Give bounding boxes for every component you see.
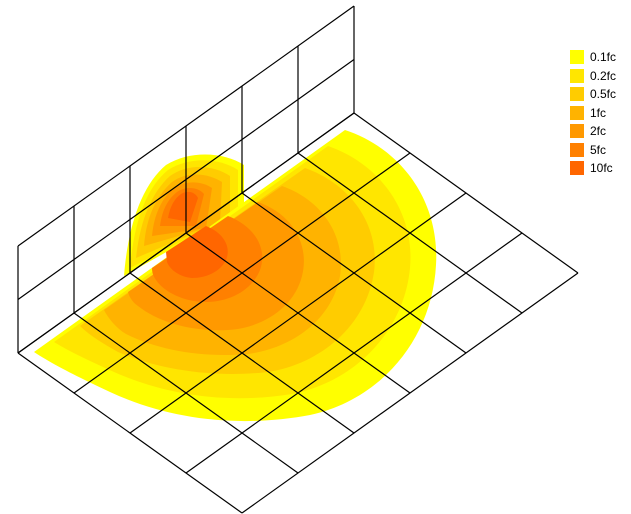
floor-line-away-from-wall: [73, 312, 299, 474]
wall-horizontal-line: [17, 59, 355, 300]
legend: 0.1fc 0.2fc 0.5fc 1fc 2fc 5fc 10fc: [570, 48, 630, 178]
wall-horizontal-line: [17, 5, 355, 247]
legend-label: 0.2fc: [590, 68, 617, 83]
legend-label: 0.5fc: [590, 87, 617, 102]
legend-label: 5fc: [590, 142, 607, 157]
floor-line-away-from-wall: [353, 112, 579, 274]
legend-swatch: [570, 50, 584, 65]
floor-line-away-from-wall: [241, 192, 467, 354]
legend-swatch: [570, 87, 584, 102]
floor-grid: [17, 112, 579, 514]
floor-contours: [34, 130, 437, 422]
floor-contour-10fc: [166, 226, 228, 278]
floor-line-away-from-wall: [129, 272, 355, 434]
legend-item-5fc: 5fc: [570, 141, 630, 160]
wall-contour-10fc: [168, 191, 198, 222]
wall-contours: [124, 154, 244, 276]
legend-item-0-2fc: 0.2fc: [570, 67, 630, 86]
legend-swatch: [570, 105, 584, 120]
legend-item-0-5fc: 0.5fc: [570, 85, 630, 104]
legend-label: 10fc: [590, 161, 613, 176]
legend-swatch: [570, 68, 584, 83]
legend-item-2fc: 2fc: [570, 122, 630, 141]
legend-swatch: [570, 124, 584, 139]
legend-label: 2fc: [590, 124, 607, 139]
legend-swatch: [570, 161, 584, 176]
legend-label: 0.1fc: [590, 50, 617, 65]
legend-swatch: [570, 142, 584, 157]
legend-item-10fc: 10fc: [570, 159, 630, 178]
legend-label: 1fc: [590, 105, 607, 120]
floor-line-away-from-wall: [185, 232, 411, 394]
legend-item-0-1fc: 0.1fc: [570, 48, 630, 67]
floor-line-away-from-wall: [17, 352, 243, 514]
legend-item-1fc: 1fc: [570, 104, 630, 123]
floor-line-away-from-wall: [297, 152, 523, 314]
